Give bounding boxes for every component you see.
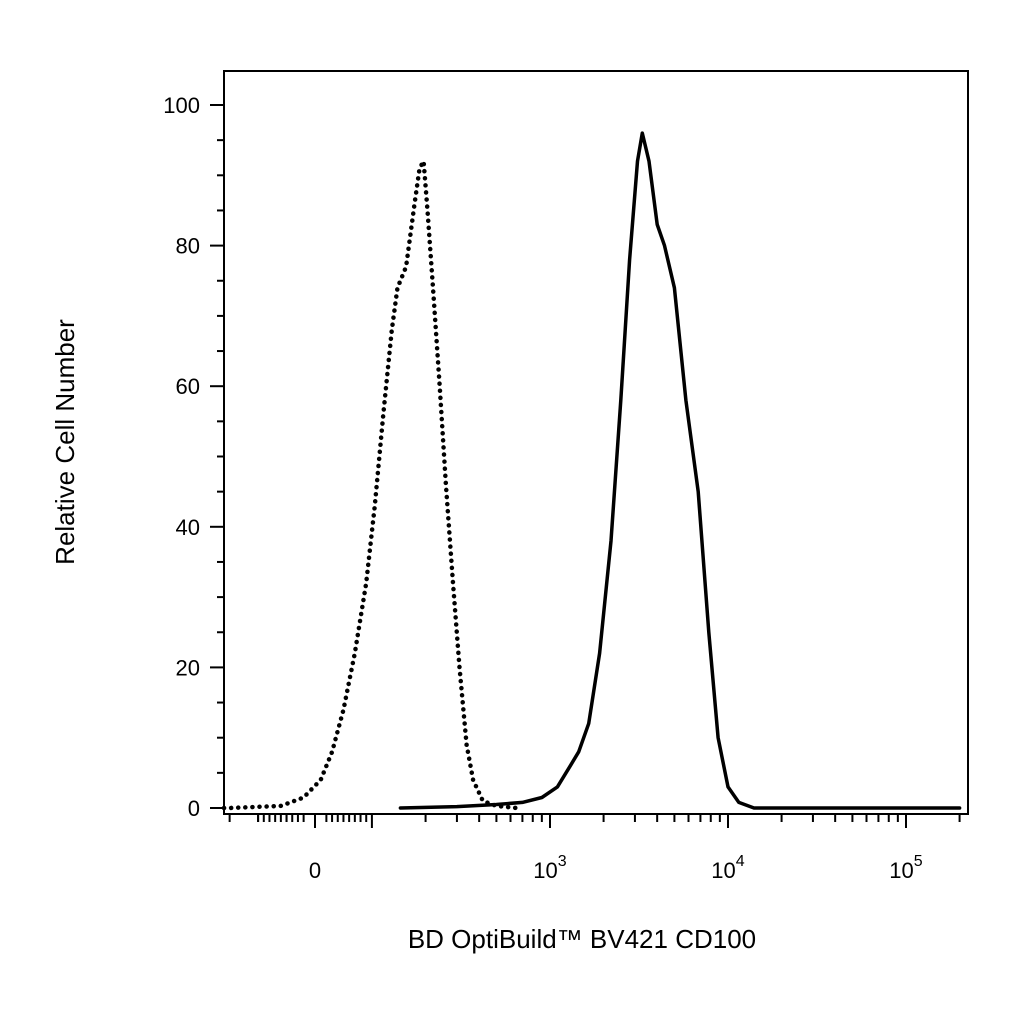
- y-tick-label: 20: [176, 655, 200, 680]
- y-axis: 0 20 40 60 80 100: [163, 93, 224, 821]
- series-line-dotted: [221, 158, 519, 811]
- x-axis-title: BD OptiBuild™ BV421 CD100: [408, 924, 756, 954]
- x-axis: 0 103 104 105: [228, 814, 961, 883]
- x-tick-label: 104: [711, 853, 744, 883]
- plot-frame: [223, 70, 969, 815]
- y-tick-label: 0: [188, 796, 200, 821]
- y-tick-label: 40: [176, 515, 200, 540]
- series-layer: [221, 131, 962, 811]
- y-tick-label: 60: [176, 374, 200, 399]
- y-tick-label: 80: [176, 234, 200, 259]
- series-line-solid: [398, 131, 962, 810]
- y-axis-title: Relative Cell Number: [50, 319, 80, 565]
- y-tick-label: 100: [163, 93, 200, 118]
- x-tick-label: 0: [309, 858, 321, 883]
- x-tick-label: 105: [889, 853, 922, 883]
- x-tick-label: 103: [533, 853, 566, 883]
